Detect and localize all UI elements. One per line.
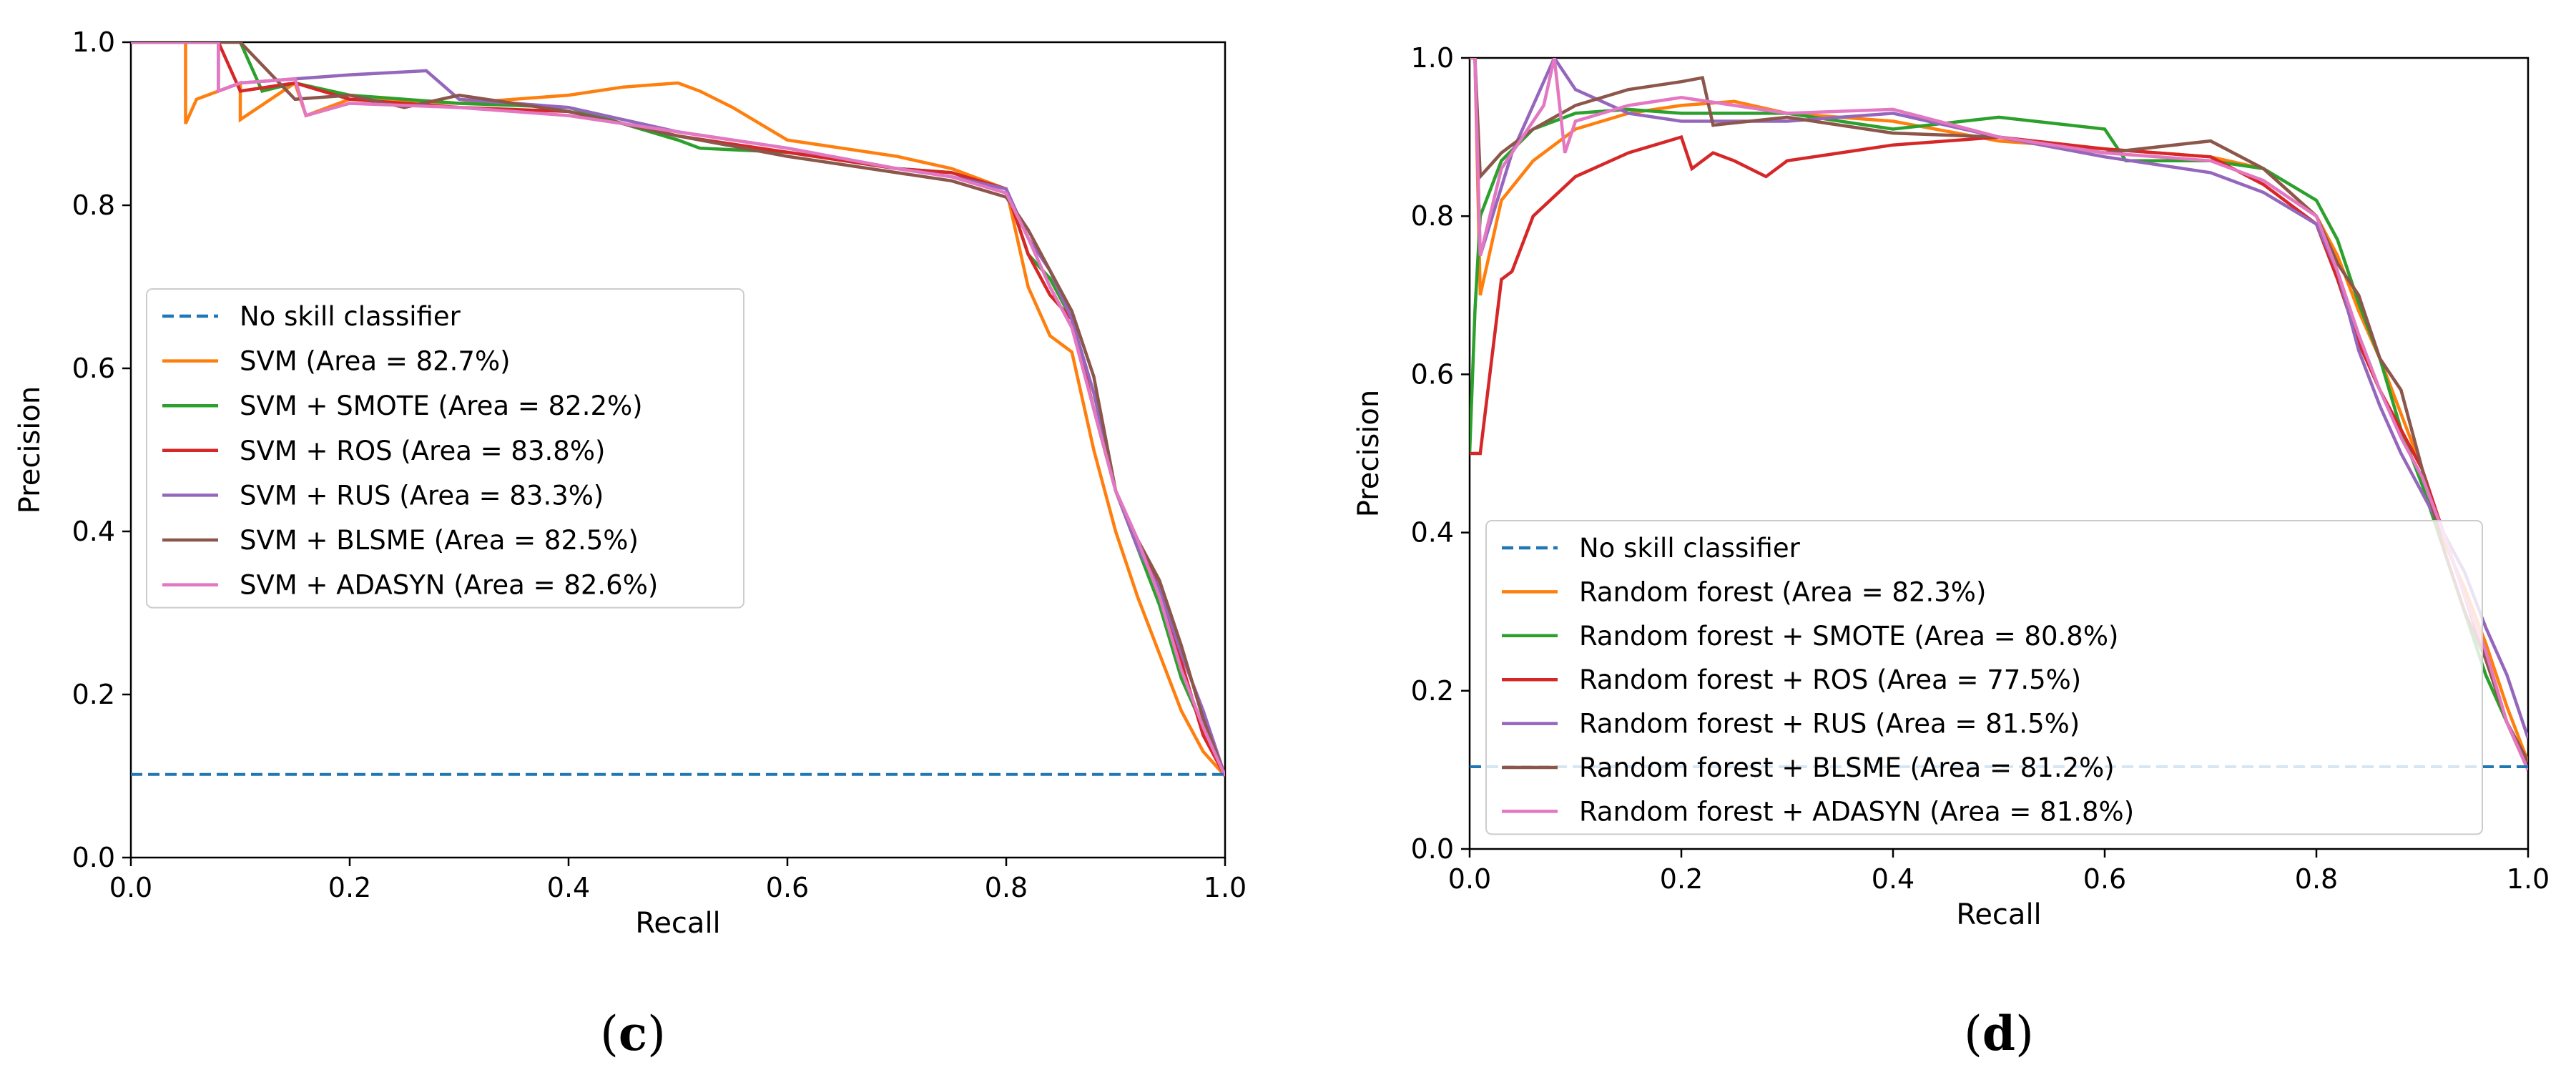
legend-entry-label: Random forest (Area = 82.3%) <box>1579 576 1986 607</box>
y-tick-label: 0.4 <box>72 516 115 547</box>
x-tick-label: 0.2 <box>328 872 371 903</box>
legend-entry-label: No skill classifier <box>240 301 461 332</box>
legend: No skill classifier SVM (Area = 82.7%) SVM… <box>146 288 744 609</box>
chart-panel-c: 0.0 0.2 0.4 0.6 0.8 1.0 0.0 0.2 0.4 0.6 0.8 1.0 Reca… <box>14 26 1247 1061</box>
legend-frame <box>146 288 744 609</box>
x-tick-label: 1.0 <box>2507 863 2550 895</box>
x-tick-label: 0.0 <box>1448 863 1491 895</box>
legend-entry-label: Random forest + SMOTE (Area = 80.8%) <box>1579 621 2118 652</box>
legend: No skill classifier Random forest (Area =… <box>1485 520 2483 835</box>
legend-entry-label: SVM + ADASYN (Area = 82.6%) <box>240 570 658 601</box>
x-tick-label: 0.6 <box>766 872 809 903</box>
legend-entry-label: SVM + RUS (Area = 83.3%) <box>240 480 604 511</box>
series-line-5 <box>131 42 1225 777</box>
y-tick-label: 1.0 <box>72 26 115 58</box>
y-axis-label: Precision <box>14 386 46 514</box>
legend-entry-label: Random forest + ROS (Area = 77.5%) <box>1579 664 2081 695</box>
x-tick-label: 0.0 <box>109 872 152 903</box>
x-tick-label: 0.6 <box>2083 863 2126 895</box>
y-tick-label: 0.2 <box>1411 675 1454 707</box>
y-tick-label: 0.8 <box>1411 200 1454 232</box>
legend-entry-label: SVM + SMOTE (Area = 82.2%) <box>240 391 643 421</box>
series-line-1 <box>131 42 1225 777</box>
y-tick-label: 1.0 <box>1411 42 1454 74</box>
y-axis-label: Precision <box>1352 390 1385 517</box>
series-line-6 <box>1470 58 2528 771</box>
x-tick-label: 0.8 <box>985 872 1028 903</box>
x-axis-label: Recall <box>635 907 720 940</box>
y-tick-label: 0.6 <box>1411 358 1454 390</box>
y-tick-label: 0.6 <box>72 353 115 384</box>
x-axis-label: Recall <box>1956 898 2041 931</box>
series-line-6 <box>131 42 1225 777</box>
x-tick-label: 0.4 <box>1872 863 1914 895</box>
y-tick-label: 0.0 <box>1411 833 1454 865</box>
x-tick-label: 0.2 <box>1660 863 1703 895</box>
y-tick-label: 0.4 <box>1411 517 1454 549</box>
y-tick-label: 0.8 <box>72 190 115 221</box>
y-tick-label: 0.0 <box>72 842 115 873</box>
legend-entry-label: No skill classifier <box>1579 533 1801 564</box>
legend-entry-label: Random forest + ADASYN (Area = 81.8%) <box>1579 796 2134 827</box>
x-tick-label: 0.4 <box>547 872 590 903</box>
y-tick-label: 0.2 <box>72 679 115 710</box>
legend-frame <box>1485 520 2483 835</box>
x-tick-label: 1.0 <box>1204 872 1247 903</box>
legend-entry-label: SVM + ROS (Area = 83.8%) <box>240 436 605 466</box>
legend-entry-label: Random forest + RUS (Area = 81.5%) <box>1579 709 2080 740</box>
legend-entry-label: SVM (Area = 82.7%) <box>240 346 511 377</box>
panel-label: (c) <box>600 1006 666 1061</box>
legend-entry-label: SVM + BLSME (Area = 82.5%) <box>240 525 639 556</box>
legend-entry-label: Random forest + BLSME (Area = 81.2%) <box>1579 752 2115 783</box>
x-tick-label: 0.8 <box>2295 863 2338 895</box>
panel-label: (d) <box>1964 1006 2034 1061</box>
chart-panel-d: 0.0 0.2 0.4 0.6 0.8 1.0 0.0 0.2 0.4 0.6 0.8 1.0 Reca… <box>1352 42 2550 1061</box>
